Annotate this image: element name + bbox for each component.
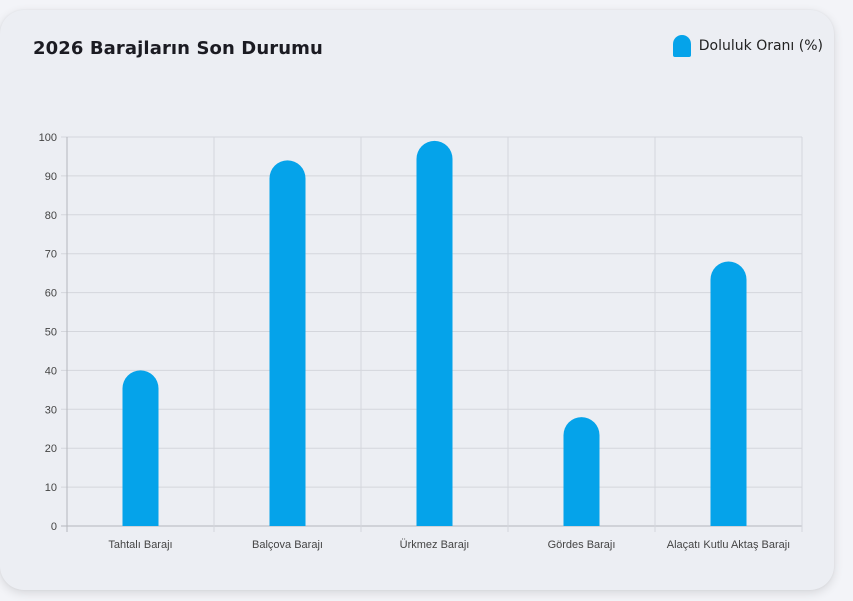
x-tick-label: Tahtalı Barajı <box>108 539 172 551</box>
bar <box>710 261 747 526</box>
x-tick-label: Alaçatı Kutlu Aktaş Barajı <box>667 539 791 551</box>
bar <box>563 417 600 526</box>
y-tick-label: 40 <box>45 365 57 377</box>
bar <box>269 160 306 526</box>
y-tick-label: 0 <box>51 521 57 533</box>
y-tick-label: 70 <box>45 249 57 261</box>
y-tick-label: 80 <box>45 210 57 222</box>
x-tick-label: Gördes Barajı <box>548 539 616 551</box>
legend-swatch <box>672 35 691 57</box>
y-tick-label: 30 <box>45 404 57 416</box>
y-tick-label: 60 <box>45 288 57 300</box>
legend[interactable]: Doluluk Oranı (%) <box>672 35 823 57</box>
chart-title: 2026 Barajların Son Durumu <box>33 38 323 59</box>
y-tick-label: 100 <box>39 132 57 144</box>
y-tick-label: 20 <box>45 443 57 455</box>
legend-label: Doluluk Oranı (%) <box>698 38 823 54</box>
y-tick-label: 90 <box>45 171 57 183</box>
bar <box>122 370 159 526</box>
y-tick-label: 10 <box>45 482 57 494</box>
y-tick-label: 50 <box>45 327 57 339</box>
bar <box>416 140 453 526</box>
x-tick-label: Balçova Barajı <box>252 539 323 551</box>
x-tick-label: Ürkmez Barajı <box>400 539 470 551</box>
